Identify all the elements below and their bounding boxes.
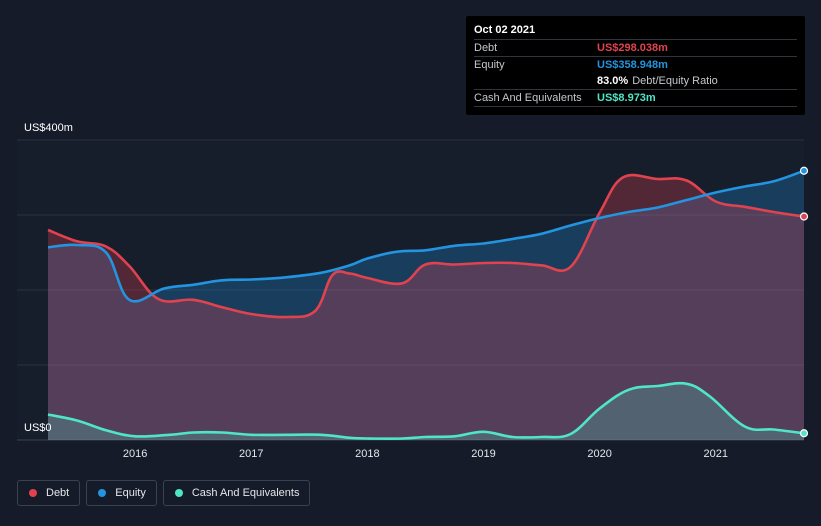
tooltip-row-ratio: 83.0% Debt/Equity Ratio (474, 73, 797, 90)
tooltip-row-debt: Debt US$298.038m (474, 40, 797, 57)
tooltip-label (474, 73, 597, 89)
legend-item-equity[interactable]: Equity (86, 480, 157, 506)
tooltip-value-equity: US$358.948m (597, 59, 668, 71)
legend-label: Debt (46, 487, 70, 499)
x-tick-label: 2020 (587, 448, 611, 460)
tooltip-row-cash: Cash And Equivalents US$8.973m (474, 90, 797, 107)
x-tick-label: 2016 (123, 448, 147, 460)
line-equity (47, 169, 805, 303)
tooltip-label: Debt (474, 42, 498, 54)
tooltip-label: Cash And Equivalents (474, 92, 582, 104)
legend-item-cash[interactable]: Cash And Equivalents (162, 480, 311, 506)
x-tick-label: 2019 (471, 448, 495, 460)
end-marker-equity (799, 166, 809, 175)
tooltip-panel: Oct 02 2021 Debt US$298.038m Equity US$3… (466, 16, 805, 115)
line-cash-and-equivalents (47, 381, 805, 440)
legend-label: Cash And Equivalents (191, 487, 300, 499)
legend-item-debt[interactable]: Debt (17, 480, 81, 506)
x-tick-label: 2017 (239, 448, 263, 460)
y-axis-label-top: US$400m (24, 122, 73, 134)
tooltip-label: Equity (474, 59, 505, 71)
area-equity (48, 170, 804, 441)
x-tick-labels: 2016 2017 2018 2019 2020 2021 (123, 448, 728, 460)
tooltip-date: Oct 02 2021 (474, 22, 797, 40)
tooltip-value-ratio: 83.0% (597, 75, 629, 87)
line-debt (47, 173, 805, 319)
x-tick-label: 2021 (703, 448, 727, 460)
tooltip-row-equity: Equity US$358.948m (474, 57, 797, 73)
tooltip-value-cash: US$8.973m (597, 92, 656, 104)
x-tick-label: 2018 (355, 448, 379, 460)
legend-dot-icon (29, 489, 37, 497)
legend-label: Equity (115, 487, 146, 499)
area-debt (48, 175, 804, 440)
legend-dot-icon (98, 489, 107, 497)
end-marker-cash-and-equivalents (799, 429, 809, 438)
end-marker-debt (799, 212, 809, 221)
legend-dot-icon (174, 489, 183, 497)
chart-legend: Debt Equity Cash And Equivalents (17, 480, 311, 506)
series-end-markers (799, 166, 809, 438)
y-axis-label-bottom: US$0 (24, 422, 52, 434)
tooltip-value-debt: US$298.038m (597, 42, 668, 54)
series-lines (47, 169, 805, 440)
tooltip-ratio-caption: Debt/Equity Ratio (632, 75, 718, 87)
